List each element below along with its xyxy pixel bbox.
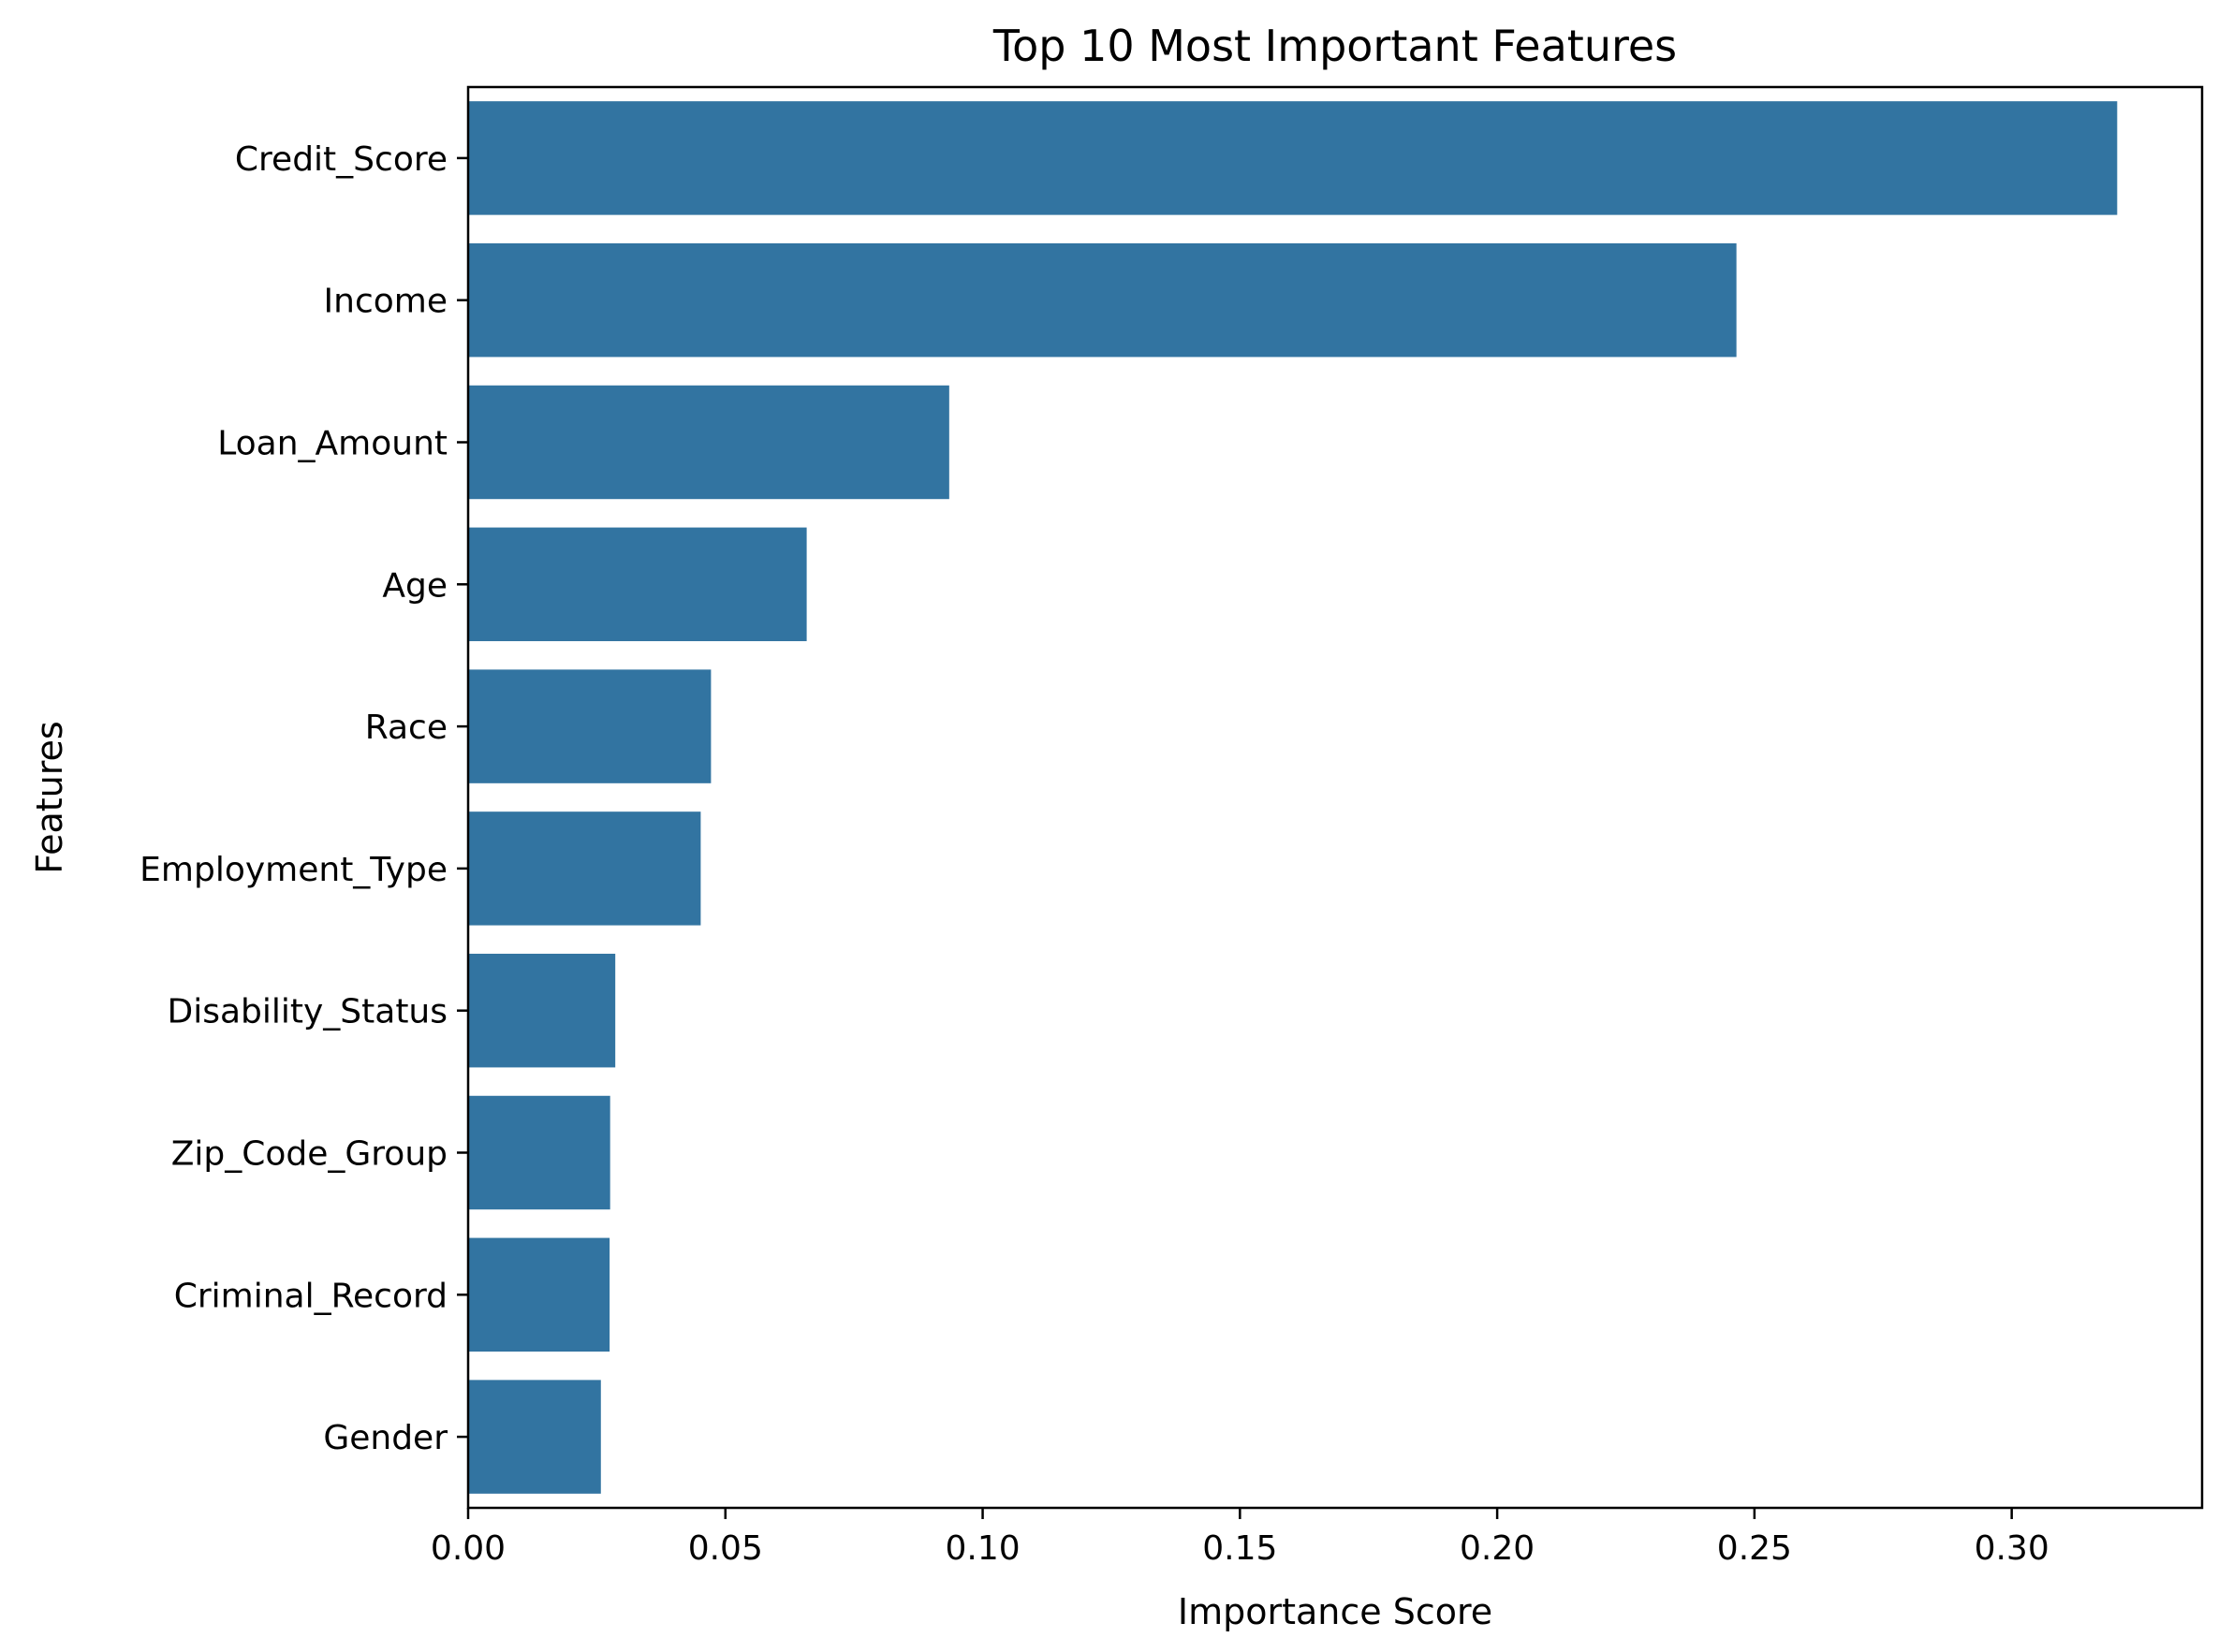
ticks-layer: Credit_Score Income Loan_Amount Age Race Empl… [140, 140, 2049, 1568]
bar-race [468, 669, 712, 783]
bar-income [468, 242, 1737, 358]
bar-zip-code-group [468, 1095, 610, 1210]
bar-gender [468, 1380, 601, 1494]
plot-frame [466, 85, 2204, 1510]
x-tick-label: 0.25 [1717, 1529, 1792, 1568]
x-tick-label: 0.20 [1460, 1529, 1535, 1568]
y-tick-label: Credit_Score [235, 140, 448, 179]
x-tick-label: 0.00 [431, 1529, 506, 1568]
x-tick-label: 0.15 [1202, 1529, 1277, 1568]
y-tick-label: Income [324, 283, 448, 321]
bar-employment-type [468, 811, 701, 926]
y-tick-label: Gender [323, 1419, 448, 1457]
x-tick-label: 0.10 [945, 1529, 1020, 1568]
chart-title: Top 10 Most Important Features [992, 21, 1677, 71]
y-axis-label: Features [29, 721, 70, 873]
y-tick-label: Disability_Status [167, 993, 448, 1031]
y-tick-label: Criminal_Record [174, 1277, 448, 1315]
bar-criminal-record [468, 1237, 610, 1352]
bar-age [468, 527, 807, 642]
y-tick-label: Employment_Type [140, 851, 448, 889]
y-tick-label: Zip_Code_Group [171, 1135, 448, 1174]
bar-disability-status [468, 953, 616, 1068]
y-tick-label: Loan_Amount [217, 425, 448, 463]
y-tick-label: Age [382, 566, 448, 605]
y-tick-label: Race [365, 709, 448, 747]
x-tick-label: 0.05 [688, 1529, 763, 1568]
x-axis-label: Importance Score [1178, 1591, 1492, 1632]
bar-credit-score [468, 101, 2118, 215]
bars-layer [468, 101, 2118, 1494]
bar-loan-amount [468, 385, 949, 500]
x-tick-label: 0.30 [1975, 1529, 2049, 1568]
